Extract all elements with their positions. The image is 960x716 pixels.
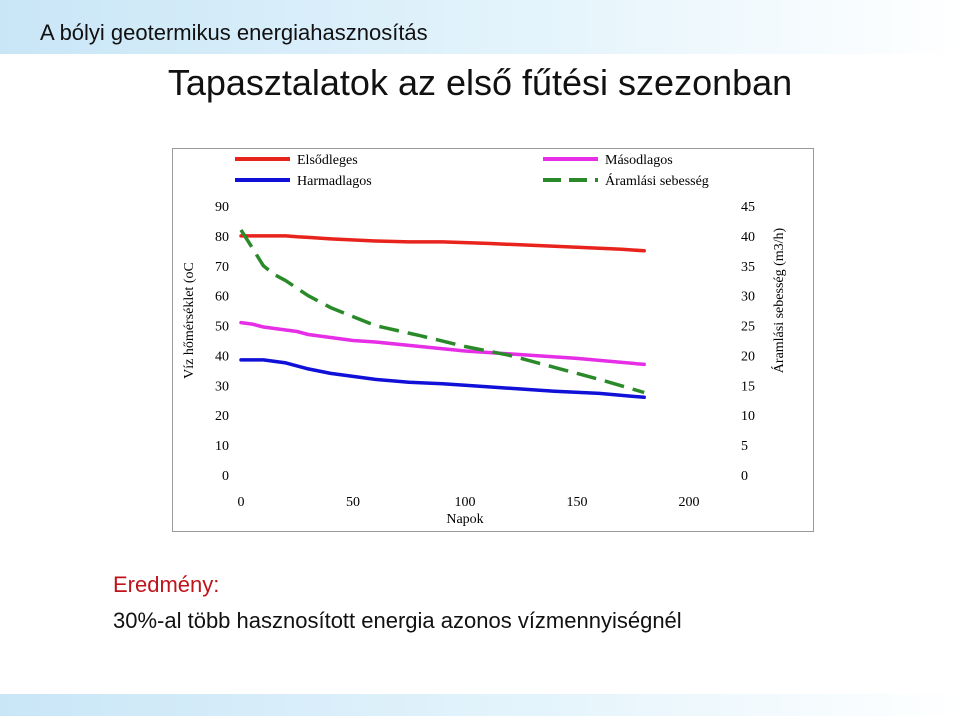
- chart-legend: Elsődleges Másodlagos Harmadlagos Áramlási …: [235, 153, 709, 189]
- right-tick-label: 30: [741, 290, 755, 305]
- x-tick-label: 50: [346, 495, 360, 510]
- x-tick-label: 100: [455, 495, 476, 510]
- series-line-Áramlási sebesség: [239, 228, 645, 395]
- series-line-Másodlagos: [239, 320, 646, 367]
- x-axis-label: Napok: [446, 512, 483, 527]
- series-line-Elsődleges: [239, 234, 646, 253]
- right-axis-label: Áramlási sebesség (m3/h): [770, 227, 787, 373]
- left-axis-label: Víz hőmérséklet (oC: [182, 262, 197, 379]
- left-tick-label: 80: [215, 230, 229, 245]
- legend-label: Áramlási sebesség: [605, 172, 709, 189]
- right-tick-label: 45: [741, 200, 755, 215]
- x-axis-ticks: 0 50 100 150 200: [238, 495, 700, 510]
- x-tick-label: 0: [238, 495, 245, 510]
- left-tick-label: 0: [222, 469, 229, 484]
- series-lines: [239, 228, 646, 400]
- right-tick-label: 5: [741, 439, 748, 454]
- presentation-header: A bólyi geotermikus energiahasznosítás: [40, 20, 428, 45]
- legend-label: Másodlagos: [605, 153, 673, 168]
- right-tick-label: 20: [741, 349, 755, 364]
- x-tick-label: 200: [679, 495, 700, 510]
- left-tick-label: 60: [215, 290, 229, 305]
- left-tick-label: 70: [215, 260, 229, 275]
- right-tick-label: 10: [741, 409, 755, 424]
- right-tick-label: 15: [741, 379, 755, 394]
- result-text: 30%-al több hasznosított energia azonos …: [113, 608, 682, 633]
- left-tick-label: 40: [215, 349, 229, 364]
- right-tick-label: 0: [741, 469, 748, 484]
- x-tick-label: 150: [567, 495, 588, 510]
- top-band: [0, 0, 960, 54]
- slide-title: Tapasztalatok az első fűtési szezonban: [167, 62, 793, 103]
- right-axis-ticks: 0 5 10 15 20 25 30 35 40 45: [741, 200, 755, 484]
- bottom-band: [0, 694, 960, 716]
- legend-label: Elsődleges: [297, 153, 358, 168]
- right-tick-label: 25: [741, 320, 755, 335]
- right-tick-label: 35: [741, 260, 755, 275]
- legend-label: Harmadlagos: [297, 174, 372, 189]
- series-line-Harmadlagos: [239, 358, 646, 400]
- left-tick-label: 30: [215, 379, 229, 394]
- left-tick-label: 20: [215, 409, 229, 424]
- left-tick-label: 90: [215, 200, 229, 215]
- right-tick-label: 40: [741, 230, 755, 245]
- line-chart: Elsődleges Másodlagos Harmadlagos Áramlási …: [182, 153, 787, 527]
- left-tick-label: 10: [215, 439, 229, 454]
- left-axis-ticks: 0 10 20 30 40 50 60 70 80 90: [215, 200, 229, 484]
- left-tick-label: 50: [215, 320, 229, 335]
- chart-frame: Elsődleges Másodlagos Harmadlagos Áramlási …: [172, 148, 814, 532]
- result-label: Eredmény:: [113, 572, 220, 597]
